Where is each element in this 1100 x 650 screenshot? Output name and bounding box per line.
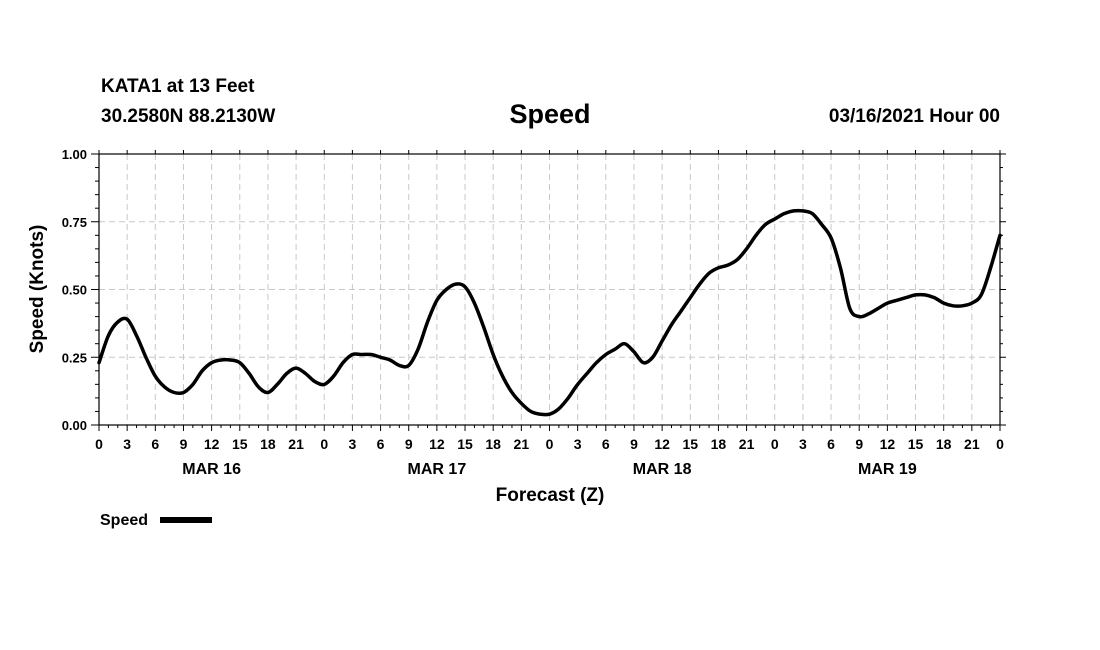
day-label: MAR 19 — [858, 461, 917, 478]
x-tick-label: 0 — [546, 436, 554, 452]
y-tick-labels: 0.00 0.25 0.50 0.75 1.00 — [62, 147, 87, 433]
x-tick-label: 3 — [123, 436, 131, 452]
chart-title: Speed — [509, 99, 591, 129]
axis-ticks — [91, 150, 1006, 431]
y-tick-label: 1.00 — [62, 147, 87, 162]
x-tick-label: 6 — [377, 436, 385, 452]
speed-series-line — [97, 208, 1002, 417]
x-tick-label: 21 — [739, 436, 755, 452]
station-label: KATA1 at 13 Feet — [101, 76, 255, 97]
x-tick-label: 6 — [827, 436, 835, 452]
y-tick-label: 0.25 — [62, 350, 87, 365]
x-tick-label: 6 — [151, 436, 159, 452]
x-tick-label: 12 — [429, 436, 445, 452]
x-tick-label: 15 — [232, 436, 248, 452]
x-axis-label: Forecast (Z) — [496, 485, 605, 506]
x-tick-label: 12 — [654, 436, 670, 452]
x-tick-label: 6 — [602, 436, 610, 452]
x-tick-label: 18 — [260, 436, 276, 452]
x-tick-label: 15 — [908, 436, 924, 452]
y-tick-label: 0.50 — [62, 283, 87, 298]
x-tick-label: 18 — [936, 436, 952, 452]
legend: Speed — [100, 512, 212, 529]
day-label: MAR 18 — [633, 461, 692, 478]
x-tick-label: 9 — [405, 436, 413, 452]
day-labels: MAR 16 MAR 17 MAR 18 MAR 19 — [182, 461, 917, 478]
y-tick-label: 0.00 — [62, 418, 87, 433]
x-tick-label: 21 — [964, 436, 980, 452]
legend-label: Speed — [100, 512, 148, 529]
day-label: MAR 16 — [182, 461, 241, 478]
day-label: MAR 17 — [408, 461, 467, 478]
x-tick-label: 0 — [996, 436, 1004, 452]
grid-lines — [99, 154, 1000, 425]
x-tick-label: 9 — [630, 436, 638, 452]
x-tick-label: 18 — [485, 436, 501, 452]
x-tick-label: 3 — [349, 436, 357, 452]
coordinates-label: 30.2580N 88.2130W — [101, 106, 276, 127]
x-tick-label: 15 — [682, 436, 698, 452]
x-tick-label: 18 — [711, 436, 727, 452]
x-tick-label: 15 — [457, 436, 473, 452]
x-tick-label: 0 — [771, 436, 779, 452]
y-axis-label: Speed (Knots) — [27, 225, 48, 354]
x-tick-label: 9 — [180, 436, 188, 452]
x-tick-label: 9 — [855, 436, 863, 452]
x-tick-label: 21 — [288, 436, 304, 452]
x-tick-labels: 0 3 6 9 12 15 18 21 0 3 6 9 12 15 18 21 0 3 6 9 12 15 18 21 0 3 6 9… — [95, 436, 1004, 452]
x-tick-label: 21 — [514, 436, 530, 452]
x-tick-label: 12 — [204, 436, 220, 452]
forecast-datetime: 03/16/2021 Hour 00 — [828, 106, 1000, 127]
x-tick-label: 12 — [880, 436, 896, 452]
x-tick-label: 3 — [799, 436, 807, 452]
x-tick-label: 0 — [95, 436, 103, 452]
y-tick-label: 0.75 — [62, 215, 87, 230]
x-tick-label: 3 — [574, 436, 582, 452]
x-tick-label: 0 — [320, 436, 328, 452]
